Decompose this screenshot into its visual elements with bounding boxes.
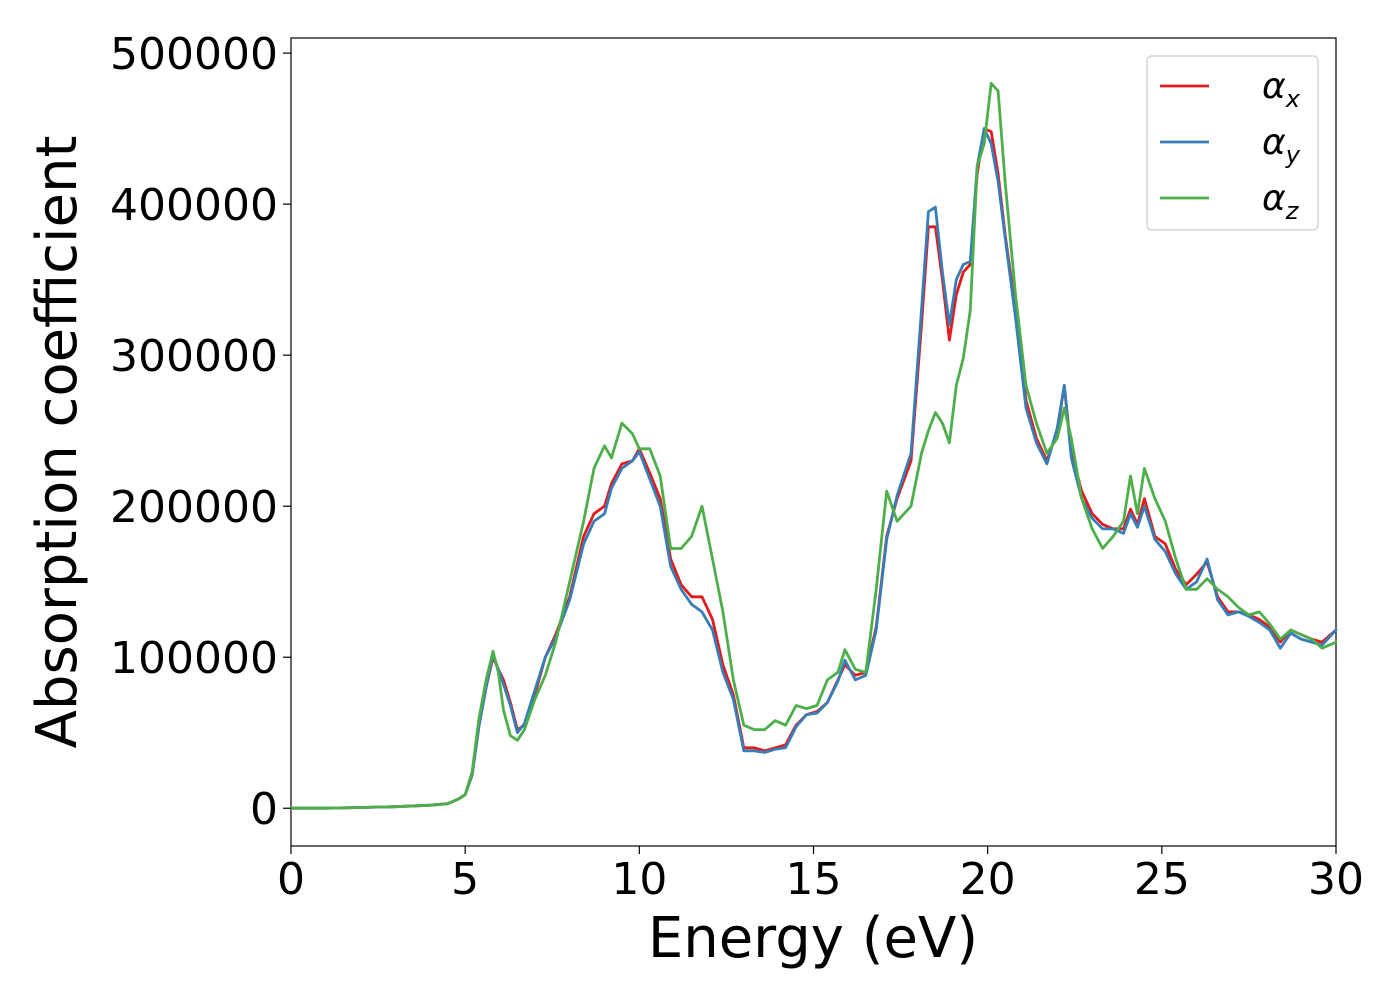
y-tick-label: 500000 <box>110 29 278 80</box>
series-line-2 <box>289 81 1338 810</box>
series-layer <box>289 81 1338 810</box>
x-axis: 0 5 10 15 20 25 30 <box>277 846 1364 905</box>
series-line-1 <box>289 127 1338 810</box>
x-tick-label: 5 <box>451 854 479 905</box>
x-tick-label: 15 <box>786 854 842 905</box>
y-axis-title: Absorption coefficient <box>25 136 90 749</box>
x-tick-label: 10 <box>611 854 667 905</box>
legend: αx αy αz <box>1146 55 1319 231</box>
y-axis: 0 100000 200000 300000 400000 500000 <box>110 29 291 835</box>
legend-box <box>1146 55 1319 231</box>
y-tick-label: 100000 <box>110 633 278 684</box>
y-tick-label: 400000 <box>110 180 278 231</box>
y-tick-label: 0 <box>250 784 278 835</box>
legend-label-1: αy <box>1262 122 1301 169</box>
x-tick-label: 30 <box>1308 854 1364 905</box>
x-tick-label: 25 <box>1134 854 1190 905</box>
legend-label-2: αz <box>1262 178 1300 225</box>
y-tick-label: 300000 <box>110 331 278 382</box>
x-axis-title: Energy (eV) <box>648 906 978 971</box>
x-tick-label: 20 <box>960 854 1016 905</box>
x-tick-label: 0 <box>277 854 305 905</box>
y-tick-label: 200000 <box>110 482 278 533</box>
legend-label-0: αx <box>1262 66 1301 113</box>
